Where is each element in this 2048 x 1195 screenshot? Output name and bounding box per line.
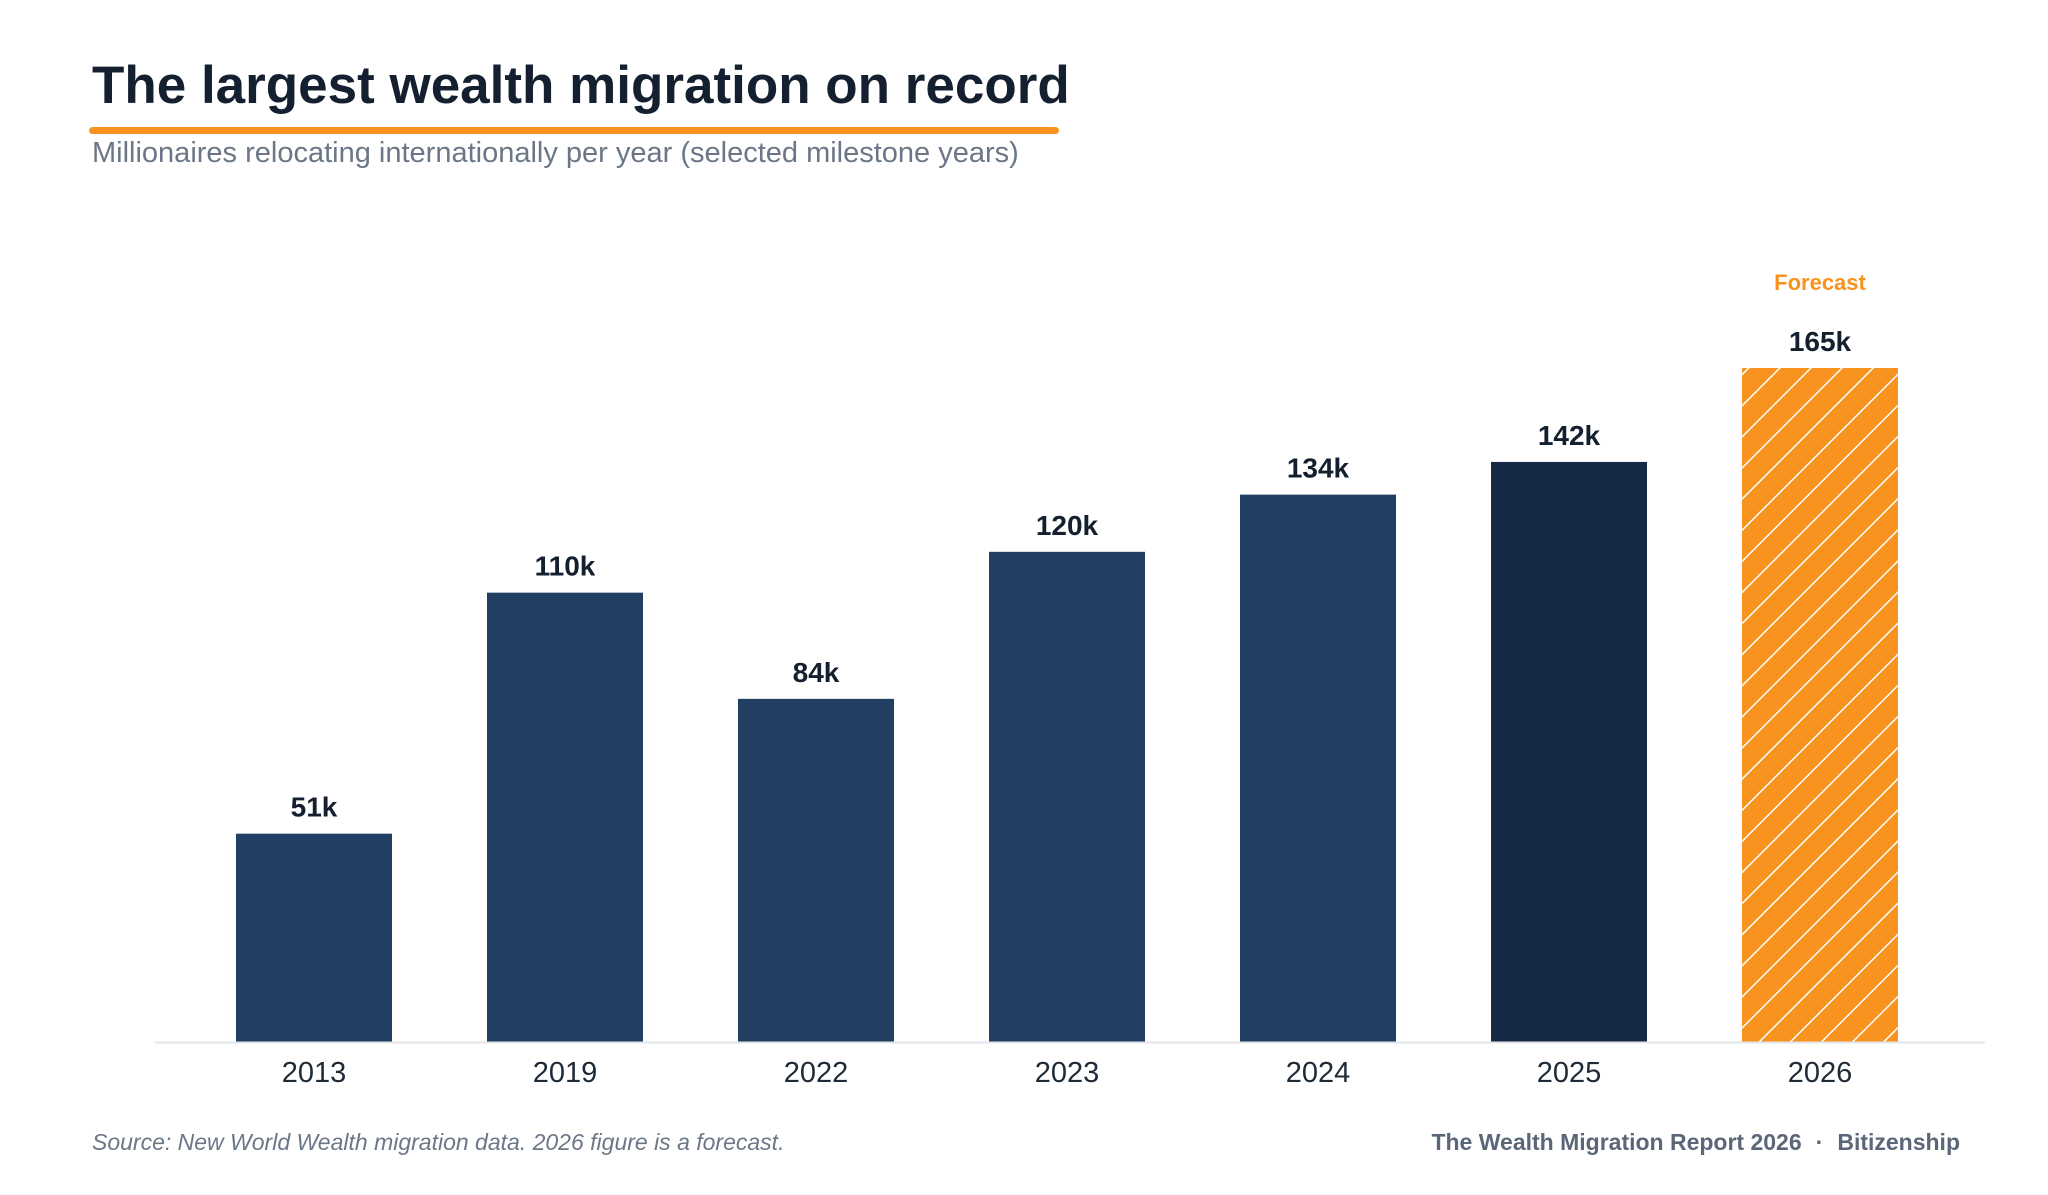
bar-2022	[738, 698, 894, 1042]
report-name: The Wealth Migration Report 2026	[1431, 1129, 1802, 1155]
chart-subtitle: Millionaires relocating internationally …	[92, 137, 1019, 169]
bar-group	[236, 368, 1898, 1042]
bar-2019	[487, 592, 643, 1042]
x-tick-label-2013: 2013	[282, 1057, 347, 1089]
bar-2013	[236, 833, 392, 1042]
source-note: Source: New World Wealth migration data.…	[92, 1129, 785, 1155]
brand-name: Bitizenship	[1837, 1129, 1960, 1155]
bar-2025	[1491, 461, 1647, 1042]
bar-2023	[989, 551, 1145, 1042]
bar-2024	[1240, 494, 1396, 1042]
title-underline	[89, 127, 1059, 134]
value-label-2013: 51k	[291, 792, 338, 823]
x-tick-label-group: 2013 2019 2022 2023 2024 2025 2026	[282, 1057, 1853, 1089]
x-tick-label-2025: 2025	[1537, 1057, 1602, 1089]
forecast-annotation: Forecast	[1774, 270, 1866, 295]
value-label-2024: 134k	[1287, 453, 1350, 484]
x-tick-label-2024: 2024	[1286, 1057, 1351, 1089]
value-label-2022: 84k	[793, 657, 840, 688]
value-label-2025: 142k	[1538, 420, 1601, 451]
x-tick-label-2019: 2019	[533, 1057, 598, 1089]
title-block: The largest wealth migration on record	[92, 52, 1070, 120]
chart-title: The largest wealth migration on record	[92, 56, 1070, 115]
report-credit: The Wealth Migration Report 2026 · Bitizen…	[1431, 1128, 1960, 1156]
credit-separator: ·	[1815, 1129, 1824, 1155]
value-label-2026: 165k	[1789, 326, 1852, 357]
value-label-2019: 110k	[535, 551, 596, 582]
bar-2026	[1742, 368, 1898, 1042]
x-tick-label-2023: 2023	[1035, 1057, 1100, 1089]
x-tick-label-2026: 2026	[1788, 1057, 1853, 1089]
x-tick-label-2022: 2022	[784, 1057, 849, 1089]
value-label-group: 51k 110k 84k 120k 134k 142k 165k	[291, 326, 1852, 823]
value-label-2023: 120k	[1036, 510, 1099, 541]
